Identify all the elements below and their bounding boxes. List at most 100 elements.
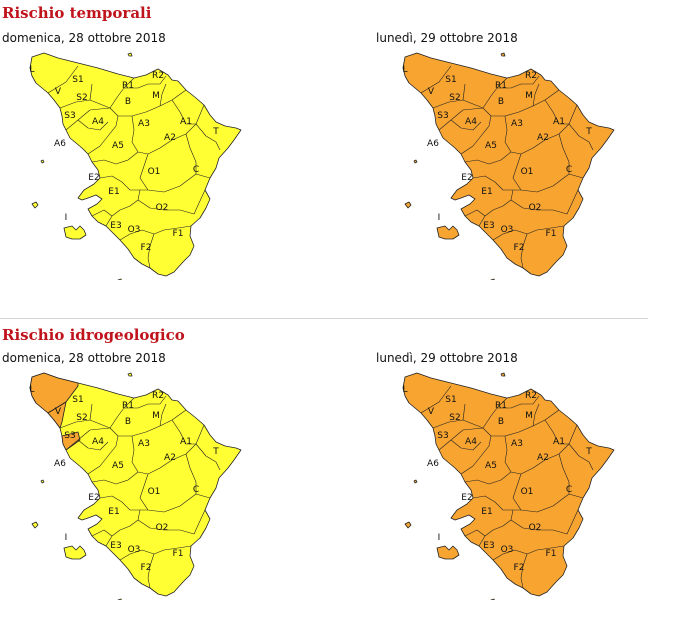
zone-label-t: T [585, 447, 592, 457]
zone-border [462, 403, 466, 421]
zone-label-r1: R1 [122, 81, 134, 91]
zone-border [420, 385, 452, 414]
zone-border [137, 189, 206, 215]
zone-border [159, 83, 167, 107]
map-date-day2: lunedì, 29 ottobre 2018 [376, 31, 518, 45]
region-outline [29, 52, 242, 277]
zone-border [478, 189, 514, 227]
zone-label-o2: O2 [156, 203, 169, 213]
island [127, 52, 133, 57]
zone-label-c: C [193, 485, 199, 495]
zone-border [105, 189, 141, 227]
zone-label-t: T [212, 127, 219, 137]
island [31, 201, 39, 209]
zone-border [512, 473, 584, 513]
island [40, 159, 45, 164]
zone-label-t: T [585, 127, 592, 137]
zone-border [510, 509, 579, 535]
zone-border [510, 189, 579, 215]
zone-border [147, 233, 155, 269]
zone-label-s2: S2 [449, 413, 460, 423]
zone-label-c: C [193, 165, 199, 175]
zone-border [462, 83, 466, 101]
island [40, 479, 45, 484]
zone-label-v: V [55, 407, 62, 417]
island [117, 598, 123, 604]
island [436, 225, 460, 240]
zone-label-o3: O3 [501, 545, 514, 555]
zone-border [89, 83, 93, 101]
island [63, 225, 87, 240]
zone-label-s1: S1 [445, 395, 456, 405]
region-outline [402, 52, 615, 277]
zone-label-o2: O2 [529, 203, 542, 213]
zone-border [87, 435, 119, 475]
zone-label-a2: A2 [537, 453, 549, 463]
zone-label-a5: A5 [112, 461, 124, 471]
zone-label-r2: R2 [525, 71, 537, 81]
zone-label-r1: R1 [122, 401, 134, 411]
zone-border [77, 439, 109, 451]
map-idrogeologico-day2: L V S1 S2 S3 R1 R2 M B A4 A3 A1 T A6 A5 A2 O1 C E2 E1 O2 I E3 O… [393, 370, 623, 615]
zone-border [450, 439, 482, 451]
island [413, 159, 418, 164]
zone-label-a6: A6 [54, 139, 66, 149]
zone-label-f2: F2 [514, 243, 525, 253]
zone-border [195, 443, 221, 471]
map-date-day2: lunedì, 29 ottobre 2018 [376, 351, 518, 365]
island [127, 372, 133, 377]
zone-label-e3: E3 [483, 221, 494, 231]
zone-label-l: L [29, 385, 34, 395]
island [413, 479, 418, 484]
zone-label-s3: S3 [437, 431, 448, 441]
zone-label-v: V [428, 87, 435, 97]
island [63, 545, 87, 560]
zone-border [159, 403, 167, 427]
zone-label-s3: S3 [437, 111, 448, 121]
zone-border [532, 83, 540, 107]
zone-label-o2: O2 [529, 523, 542, 533]
zone-border [105, 509, 141, 547]
zone-label-e3: E3 [110, 221, 121, 231]
zone-label-a6: A6 [427, 139, 439, 149]
zone-label-f1: F1 [546, 549, 557, 559]
zone-border [520, 233, 528, 269]
zone-label-f1: F1 [546, 229, 557, 239]
zone-border [124, 395, 167, 409]
zone-border [171, 419, 205, 445]
zone-label-l: L [402, 65, 407, 75]
island [500, 52, 506, 57]
zone-label-v: V [428, 407, 435, 417]
zone-label-e2: E2 [88, 173, 99, 183]
zone-border [137, 509, 206, 535]
zone-border [99, 175, 148, 191]
zone-border [472, 175, 521, 191]
zone-border [512, 153, 584, 193]
zone-border [438, 107, 484, 131]
zone-label-f2: F2 [141, 563, 152, 573]
zone-label-e1: E1 [481, 187, 492, 197]
zone-border [91, 471, 139, 485]
zone-border [544, 419, 578, 445]
zone-border [464, 151, 512, 165]
zone-border [420, 65, 452, 94]
zone-label-r2: R2 [525, 391, 537, 401]
map-idrogeologico-day1: L V S1 S2 S3 R1 R2 M B A4 A3 A1 T A6 A5 A2 O1 C E2 E1 O2 I E3 O… [20, 370, 250, 615]
zone-label-i: I [65, 213, 68, 223]
section-title-idrogeologico: Rischio idrogeologico [2, 326, 185, 344]
zone-label-a3: A3 [511, 119, 523, 129]
zone-border [91, 151, 139, 165]
zone-label-e2: E2 [88, 493, 99, 503]
zone-label-o1: O1 [148, 487, 161, 497]
zone-label-b: B [498, 417, 504, 427]
zone-border [87, 115, 119, 155]
zone-label-v: V [55, 87, 62, 97]
zone-label-e1: E1 [108, 187, 119, 197]
zone-border [520, 553, 528, 589]
zone-label-e2: E2 [461, 493, 472, 503]
zone-border [558, 133, 570, 174]
zone-label-i: I [65, 533, 68, 543]
zone-label-a3: A3 [138, 439, 150, 449]
